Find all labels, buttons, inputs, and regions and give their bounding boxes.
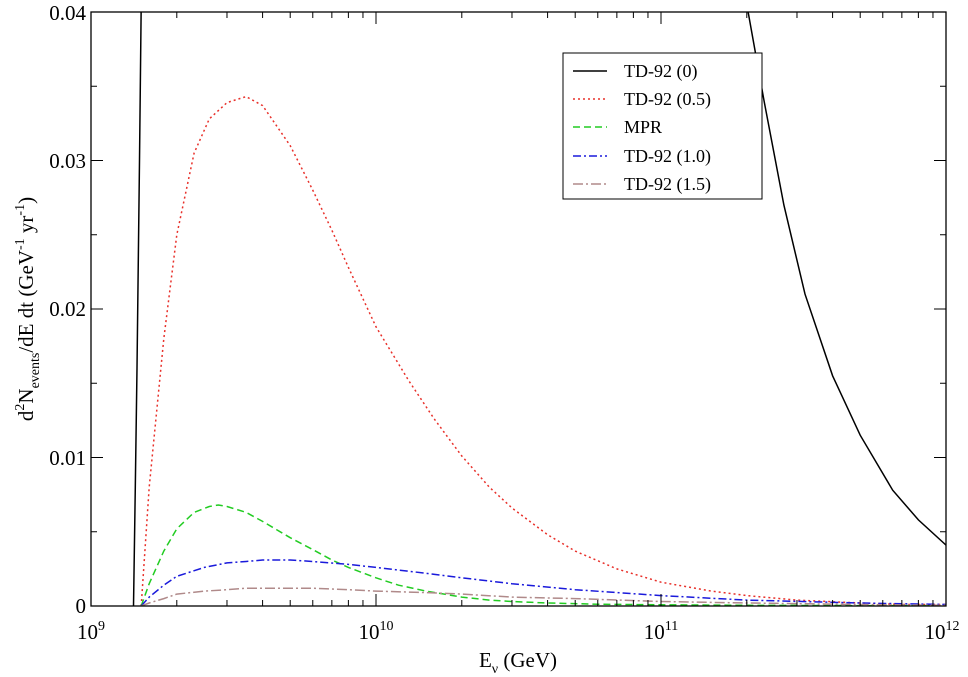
y-tick-label-0: 0 [76,594,87,618]
y-tick-label-0.01: 0.01 [49,446,86,470]
legend-label-mpr: MPR [624,117,662,137]
x-tick-label-1e12: 1012 [925,619,960,644]
legend: TD-92 (0) TD-92 (0.5) MPR TD-92 (1.0) TD… [562,52,763,200]
x-tick-label-1e11: 1011 [644,619,678,644]
legend-label-td92-0: TD-92 (0) [624,61,697,82]
series-layer [132,12,946,606]
x-tick-label-1e10: 1010 [359,619,394,644]
y-axis-title: d2Nevents/dE dt (GeV-1 yr-1) [13,197,43,421]
legend-label-td92-1.0: TD-92 (1.0) [624,146,711,167]
plot-background [91,12,946,606]
series-line-td-92-0 [132,12,946,606]
legend-box [562,52,763,200]
tick-layer [90,11,947,607]
legend-label-td92-0.5: TD-92 (0.5) [624,89,711,110]
x-tick-label-1e9: 109 [77,619,105,644]
y-tick-label-0.03: 0.03 [49,149,86,173]
legend-label-td92-1.5: TD-92 (1.5) [624,174,711,195]
x-axis-title: Eν (GeV) [479,648,557,677]
series-line-td-92-1.5 [140,587,946,606]
y-tick-label-0.04: 0.04 [49,1,86,25]
series-line-td-92-0.5 [140,95,946,606]
y-tick-label-0.02: 0.02 [49,297,86,321]
